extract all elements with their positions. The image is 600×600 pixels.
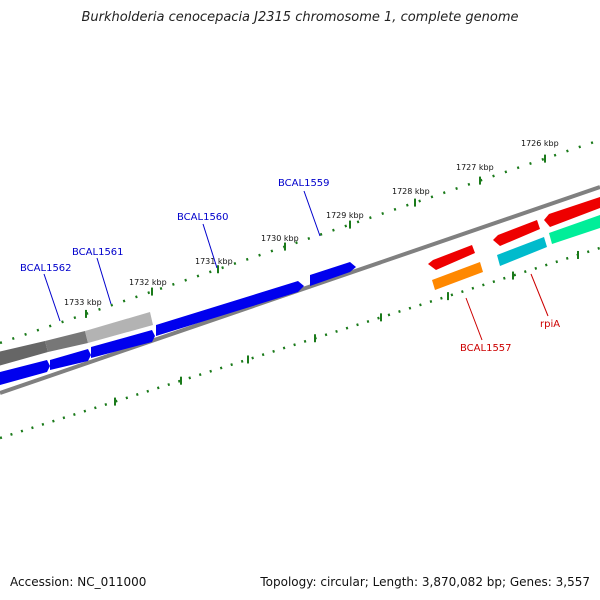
tick-label-1732: 1732 kbp [129, 278, 167, 287]
cds-arrow-cyan [497, 237, 547, 266]
tick-label-1733: 1733 kbp [64, 298, 102, 307]
tick-label-1730: 1730 kbp [261, 234, 299, 243]
gc-segment-dark [45, 331, 88, 352]
cds-arrow-blue [91, 330, 155, 358]
gene-label-bcal1557[interactable]: BCAL1557 [460, 343, 512, 354]
cds-arrow-orange [432, 262, 483, 290]
outer-ruler [0, 138, 600, 345]
gene-label-bcal1561[interactable]: BCAL1561 [72, 247, 124, 258]
cds-arrow-blue [156, 281, 304, 336]
leader-line [303, 190, 321, 237]
gc-segment-light [85, 312, 153, 343]
gene-label-rpia[interactable]: rpiA [540, 319, 560, 330]
cds-arrow-red [493, 220, 540, 246]
cds-arrow-red [544, 197, 600, 227]
leader-line [465, 297, 483, 341]
tick-layer [0, 138, 600, 406]
cds-arrow-green [549, 215, 600, 244]
cds-arrow-blue [0, 360, 50, 385]
gene-label-bcal1559[interactable]: BCAL1559 [278, 178, 330, 189]
gc-segment-dark [0, 341, 48, 366]
accession-text: Accession: NC_011000 [10, 575, 147, 589]
cds-arrow-blue [50, 349, 91, 370]
leader-line [530, 273, 549, 317]
cds-arrow-blue [310, 262, 356, 286]
tick-label-1728: 1728 kbp [392, 187, 430, 196]
tick-label-1729: 1729 kbp [326, 211, 364, 220]
cds-arrow-red [428, 245, 475, 270]
gene-label-bcal1560[interactable]: BCAL1560 [177, 212, 229, 223]
tick-label-1726: 1726 kbp [521, 139, 559, 148]
tick-label-1731: 1731 kbp [195, 257, 233, 266]
genome-summary-text: Topology: circular; Length: 3,870,082 bp… [260, 575, 590, 589]
tick-label-1727: 1727 kbp [456, 163, 494, 172]
map-title: Burkholderia cenocepacia J2315 chromosom… [81, 10, 519, 25]
leader-line [96, 257, 112, 305]
leader-line [202, 223, 218, 269]
gene-label-bcal1562[interactable]: BCAL1562 [20, 263, 72, 274]
leader-line [43, 273, 61, 322]
